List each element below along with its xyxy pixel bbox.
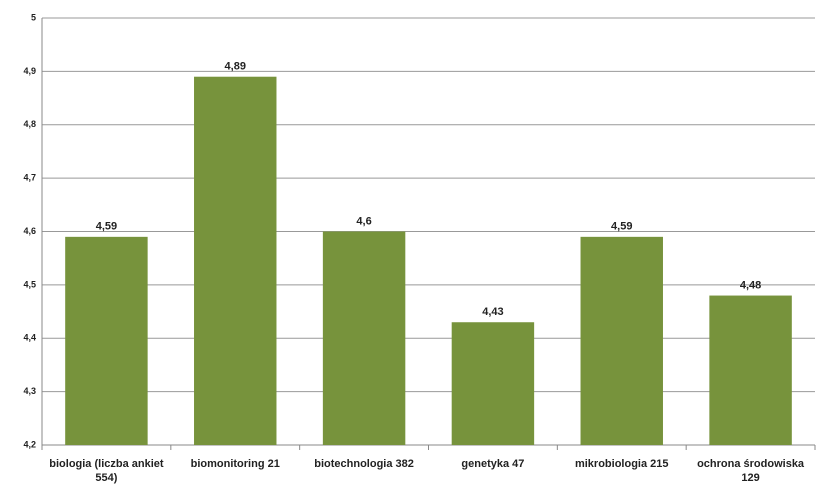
value-label: 4,59 <box>611 221 632 233</box>
value-label: 4,89 <box>225 61 246 73</box>
y-tick-label: 4,5 <box>23 279 36 289</box>
y-tick-label: 4,2 <box>23 439 36 449</box>
value-label: 4,43 <box>482 306 503 318</box>
bar <box>709 295 792 445</box>
y-tick-label: 4,9 <box>23 66 36 76</box>
bar <box>451 322 535 445</box>
x-tick-label: ochrona środowiska 129 <box>697 458 805 484</box>
bar <box>322 231 406 445</box>
x-tick-label: genetyka 47 <box>461 458 525 470</box>
y-tick-label: 4,6 <box>23 226 36 236</box>
y-tick-label: 4,8 <box>23 119 36 129</box>
y-tick-label: 5 <box>31 12 36 22</box>
bar <box>580 236 663 445</box>
value-label: 4,59 <box>96 221 117 233</box>
y-tick-label: 4,4 <box>23 333 36 343</box>
x-tick-label: biotechnologia 382 <box>314 458 414 470</box>
y-tick-label: 4,3 <box>23 386 36 396</box>
x-tick-label: biomonitoring 21 <box>190 458 280 470</box>
value-label: 4,48 <box>740 279 761 291</box>
x-tick-label: mikrobiologia 215 <box>574 458 669 470</box>
x-tick-label: biologia (liczba ankiet 554) <box>49 458 164 484</box>
value-label: 4,6 <box>356 215 371 227</box>
bar <box>65 236 148 445</box>
y-tick-label: 4,7 <box>23 173 36 183</box>
bar <box>194 76 277 446</box>
